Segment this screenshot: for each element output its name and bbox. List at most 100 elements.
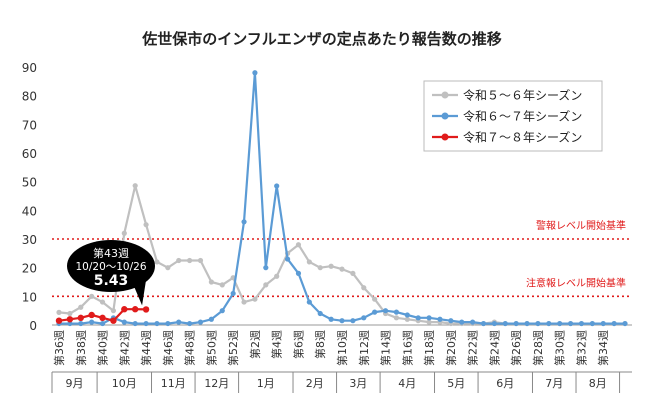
- data-point: [78, 304, 84, 310]
- x-tick-label: 第50週: [204, 330, 218, 366]
- legend-swatch-marker: [441, 133, 449, 141]
- x-tick-label: 第38週: [74, 330, 88, 366]
- y-tick-label: 20: [22, 262, 37, 276]
- month-label: 2月: [306, 377, 324, 390]
- legend-entry: 令和５～６年シーズン: [432, 88, 582, 103]
- data-point: [274, 183, 280, 189]
- data-point: [437, 316, 443, 322]
- callout-value: 5.43: [94, 273, 129, 289]
- data-point: [263, 265, 269, 271]
- data-point: [197, 319, 204, 325]
- data-point: [78, 320, 84, 327]
- series-3: [55, 306, 150, 324]
- data-point: [208, 279, 214, 285]
- data-point: [110, 308, 117, 314]
- month-label: 10月: [112, 377, 137, 390]
- data-point: [252, 296, 258, 302]
- data-point: [187, 257, 193, 264]
- x-tick-label: 第42週: [117, 330, 131, 366]
- y-tick-label: 70: [22, 118, 37, 132]
- callout-date: 10/20～10/26: [75, 261, 146, 273]
- data-point: [274, 273, 280, 279]
- data-point: [306, 259, 312, 265]
- data-point: [241, 219, 247, 225]
- data-point: [448, 318, 454, 324]
- reference-line-label: 警報レベル開始基準: [536, 219, 626, 232]
- month-label: 8月: [589, 377, 607, 390]
- x-tick-label: 第2週: [248, 330, 262, 359]
- data-point: [611, 320, 617, 327]
- data-point: [66, 316, 74, 323]
- data-point: [502, 320, 508, 327]
- data-point: [426, 315, 432, 321]
- data-point: [230, 290, 236, 297]
- data-point: [622, 320, 628, 327]
- data-point: [350, 318, 356, 324]
- y-tick-label: 10: [22, 290, 37, 304]
- month-label: 9月: [66, 377, 84, 390]
- reference-line-label: 注意報レベル開始基準: [526, 276, 626, 289]
- data-point: [470, 319, 476, 325]
- data-point: [317, 265, 323, 271]
- data-point: [404, 312, 410, 318]
- data-point: [372, 296, 378, 302]
- data-point: [284, 256, 291, 262]
- data-point: [459, 319, 465, 325]
- data-point: [295, 270, 302, 276]
- month-label: 6月: [496, 377, 514, 390]
- data-point: [208, 316, 214, 322]
- data-point: [99, 314, 106, 322]
- data-point: [328, 263, 334, 269]
- data-point: [524, 320, 530, 327]
- chart-title: 佐世保市のインフルエンザの定点あたり報告数の推移: [141, 30, 502, 48]
- data-point: [339, 266, 345, 272]
- data-point: [557, 320, 563, 327]
- data-point: [132, 320, 138, 327]
- y-tick-label: 30: [22, 233, 37, 247]
- data-point: [67, 320, 73, 327]
- data-point: [382, 308, 389, 314]
- data-point: [372, 309, 378, 315]
- x-tick-label: 第18週: [422, 330, 436, 366]
- data-point: [142, 306, 150, 313]
- x-tick-label: 第48週: [183, 330, 197, 366]
- x-tick-label: 第6週: [291, 330, 305, 359]
- x-tick-label: 第10週: [335, 330, 349, 366]
- data-point: [143, 222, 149, 228]
- data-point: [131, 306, 139, 313]
- data-point: [328, 316, 334, 322]
- legend-swatch-marker: [441, 112, 449, 120]
- data-point: [600, 320, 606, 327]
- data-point: [361, 285, 367, 291]
- data-point: [350, 270, 356, 276]
- x-tick-label: 第32週: [574, 330, 588, 366]
- x-tick-label: 第14週: [379, 330, 393, 366]
- month-label: 11月: [161, 377, 186, 390]
- data-point: [263, 282, 269, 288]
- data-point: [121, 306, 128, 313]
- data-point: [187, 320, 193, 327]
- callout-bubble: [67, 240, 155, 292]
- month-label: 4月: [398, 377, 416, 390]
- data-point: [339, 318, 345, 324]
- data-point: [535, 320, 541, 327]
- data-point: [404, 316, 410, 322]
- data-point: [219, 282, 225, 288]
- month-label: 12月: [204, 377, 229, 390]
- legend-label: 令和５～６年シーズン: [463, 88, 582, 103]
- data-point: [219, 308, 225, 314]
- month-label: 1月: [257, 377, 275, 390]
- data-point: [197, 257, 204, 264]
- data-point: [67, 310, 73, 317]
- y-tick-label: 0: [29, 319, 37, 333]
- data-point: [361, 315, 367, 321]
- data-point: [89, 319, 95, 325]
- legend-entry: 令和７～８年シーズン: [432, 130, 582, 145]
- data-point: [480, 320, 487, 327]
- month-label: 7月: [545, 377, 563, 390]
- data-point: [176, 257, 182, 264]
- data-point: [567, 320, 574, 327]
- data-point: [491, 320, 497, 327]
- data-point: [426, 319, 432, 325]
